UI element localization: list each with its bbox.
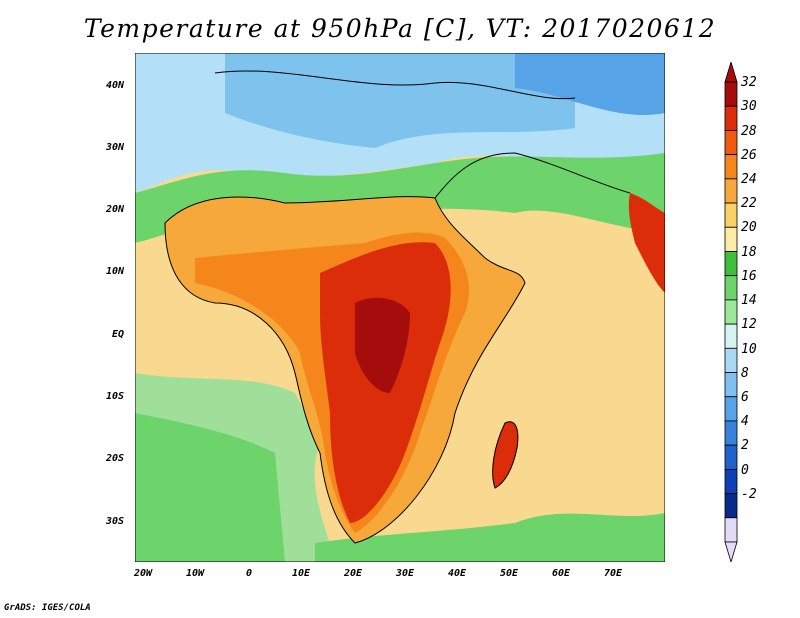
lon-label-40e: 40E — [448, 568, 467, 579]
colorbar-label: -2 — [741, 486, 757, 502]
lon-label-0: 0 — [246, 568, 253, 579]
colorbar-label: 32 — [741, 75, 757, 91]
colorbar-segment — [724, 178, 738, 204]
lat-label-30s: 30S — [106, 516, 125, 527]
colorbar-segment — [724, 81, 738, 107]
colorbar-label: 24 — [741, 172, 757, 188]
colorbar-segment — [724, 226, 738, 252]
colorbar-segment — [724, 444, 738, 470]
colorbar-label: 8 — [741, 365, 749, 381]
colorbar-segment — [724, 468, 738, 494]
madagascar-outline — [492, 421, 519, 489]
colorbar-label: 18 — [741, 244, 757, 260]
colorbar-segment — [724, 396, 738, 422]
colorbar-label: 12 — [741, 317, 757, 333]
colorbar-segment — [724, 202, 738, 228]
colorbar-label: 14 — [741, 293, 757, 309]
colorbar-segment — [724, 275, 738, 301]
colorbar-segment — [724, 299, 738, 325]
lon-label-60e: 60E — [552, 568, 571, 579]
colorbar-label: 30 — [741, 99, 757, 115]
colorbar-segment — [724, 130, 738, 156]
colorbar-segment — [724, 347, 738, 373]
lat-label-30n: 30N — [106, 142, 125, 153]
lat-label-20s: 20S — [106, 453, 125, 464]
colorbar-top-arrow — [724, 62, 738, 83]
lon-label-50e: 50E — [500, 568, 519, 579]
colorbar-label: 6 — [741, 389, 749, 405]
southern-ocean-green — [315, 513, 665, 562]
south-atlantic-green — [135, 413, 285, 562]
asia-cool-band — [515, 53, 665, 116]
colorbar-segment — [724, 323, 738, 349]
colorbar-segment — [724, 251, 738, 277]
colorbar-segment — [724, 493, 738, 519]
colorbar-label: 20 — [741, 220, 757, 236]
lat-label-20n: 20N — [106, 204, 125, 215]
lon-label-10e: 10E — [292, 568, 311, 579]
lon-label-20w: 20W — [134, 568, 153, 579]
colorbar-segment — [724, 420, 738, 446]
africa-outline — [164, 196, 526, 544]
india-warm — [628, 193, 665, 293]
grads-credit: GrADS: IGES/COLA — [4, 603, 91, 613]
lat-label-40n: 40N — [106, 80, 125, 91]
chart-title: Temperature at 950hPa [C], VT: 201702061… — [83, 14, 717, 43]
colorbar-label: 26 — [741, 147, 757, 163]
lat-label-10n: 10N — [106, 266, 125, 277]
colorbar-segment — [724, 372, 738, 398]
colorbar — [724, 62, 738, 562]
lon-label-30e: 30E — [396, 568, 415, 579]
colorbar-bottom-arrow — [724, 541, 738, 562]
lat-label-eq: EQ — [112, 329, 125, 340]
colorbar-segment — [724, 517, 738, 543]
coastline-outlines — [214, 70, 631, 199]
colorbar-label: 22 — [741, 196, 757, 212]
colorbar-label: 4 — [741, 414, 749, 430]
lon-label-10w: 10W — [186, 568, 205, 579]
lon-label-70e: 70E — [604, 568, 623, 579]
colorbar-label: 2 — [741, 438, 749, 454]
colorbar-label: 10 — [741, 341, 757, 357]
lon-label-20e: 20E — [344, 568, 363, 579]
colorbar-segment — [724, 154, 738, 180]
colorbar-label: 28 — [741, 123, 757, 139]
colorbar-label: 0 — [741, 462, 749, 478]
africa-max-temp — [355, 297, 410, 393]
temperature-map — [135, 53, 665, 562]
lat-label-10s: 10S — [106, 391, 125, 402]
colorbar-segment — [724, 105, 738, 131]
colorbar-label: 16 — [741, 268, 757, 284]
